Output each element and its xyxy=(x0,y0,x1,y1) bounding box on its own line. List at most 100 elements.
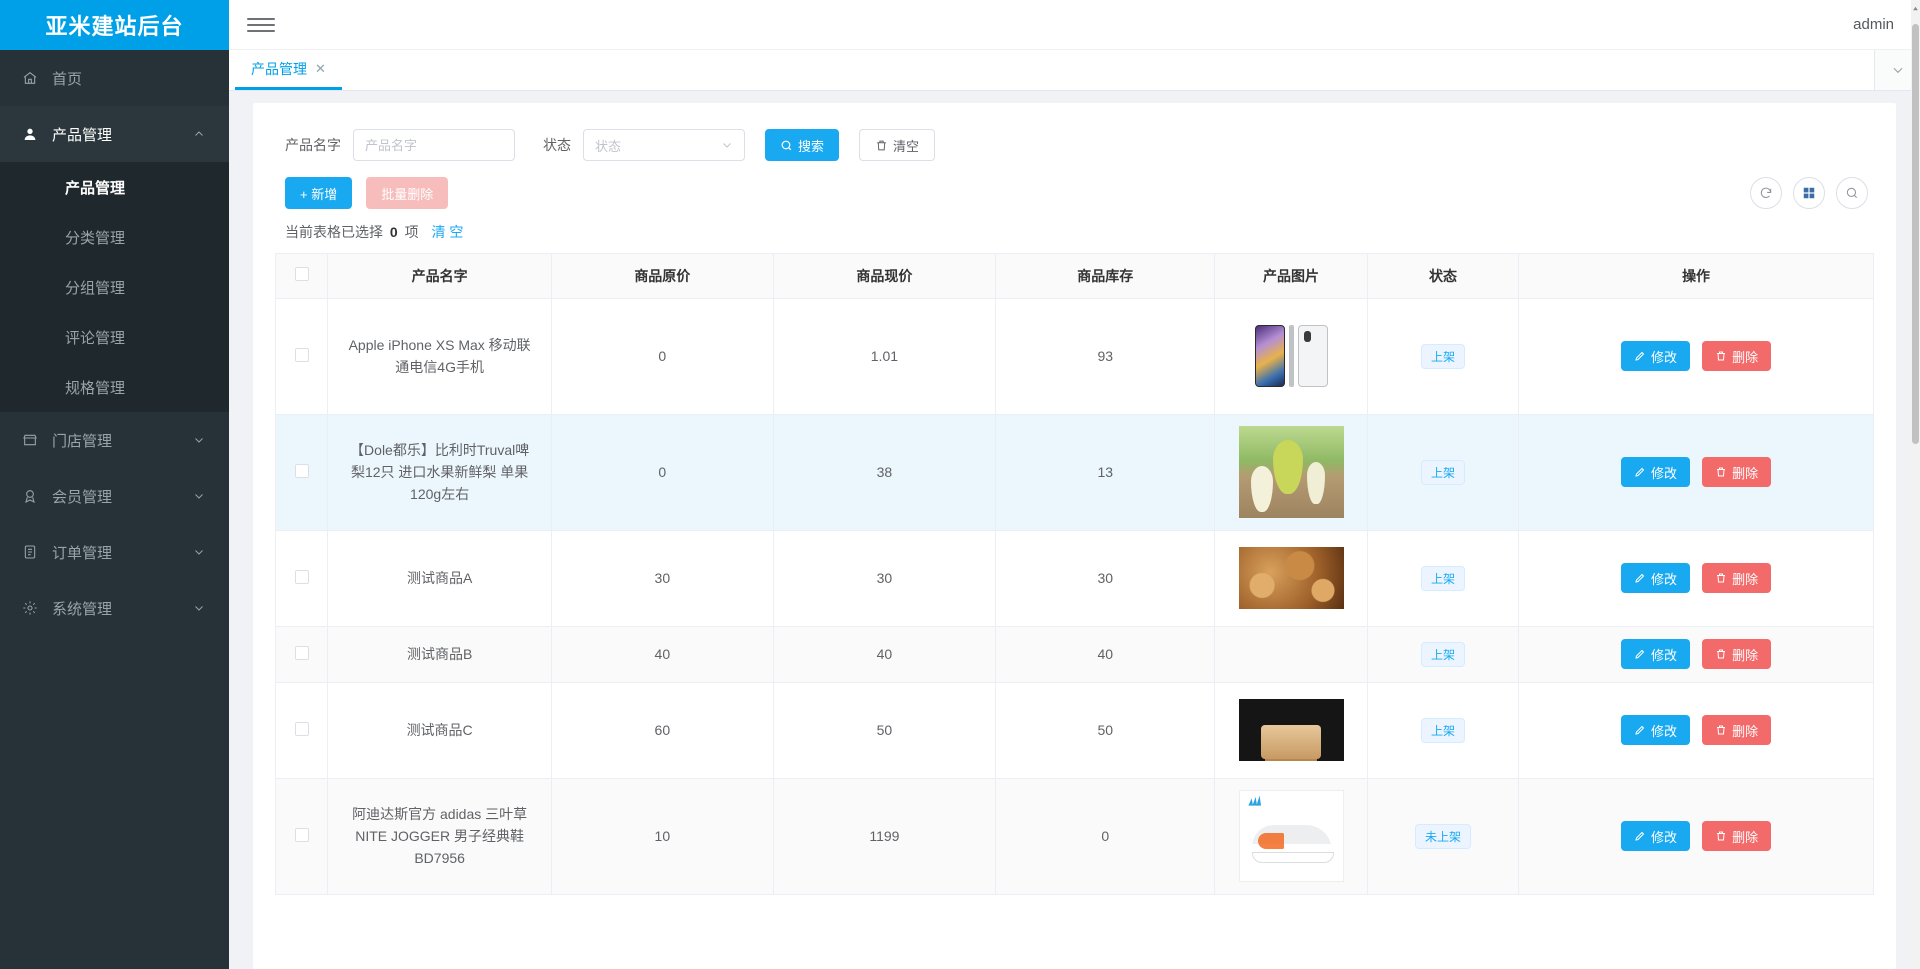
product-name-filter-label: 产品名字 xyxy=(285,137,341,153)
zoom-button[interactable] xyxy=(1836,177,1868,209)
batch-delete-button[interactable]: 批量删除 xyxy=(366,177,449,209)
table-row[interactable]: Apple iPhone XS Max 移动联通电信4G手机 0 1.01 93 xyxy=(276,298,1873,415)
cookies-photo xyxy=(1238,547,1344,609)
edit-button-label: 修改 xyxy=(1651,647,1678,663)
row-checkbox[interactable] xyxy=(294,347,309,362)
scroll-up-arrow[interactable] xyxy=(1911,0,1920,16)
adidas-shoe-photo xyxy=(1238,790,1344,882)
hamburger-icon[interactable] xyxy=(247,17,275,32)
sidebar-item-member[interactable]: 会员管理 xyxy=(0,468,229,524)
sidebar-item-product-manage[interactable]: 产品管理 xyxy=(0,162,229,212)
selection-prefix: 当前表格已选择 xyxy=(285,224,383,240)
sidebar-subitem-label: 分组管理 xyxy=(65,279,126,297)
table-row[interactable]: 阿迪达斯官方 adidas 三叶草 NITE JOGGER 男子经典鞋BD795… xyxy=(276,778,1873,895)
action-left-group: + 新增 批量删除 xyxy=(285,177,449,209)
row-select-cell xyxy=(276,530,329,627)
pencil-icon xyxy=(1635,725,1645,735)
delete-button-label: 删除 xyxy=(1732,723,1759,739)
edit-button[interactable]: 修改 xyxy=(1621,341,1691,371)
search-button-label: 搜索 xyxy=(798,138,825,154)
column-header-operations: 操作 xyxy=(1518,254,1873,299)
delete-button[interactable]: 删除 xyxy=(1702,821,1772,851)
table-row[interactable]: 【Dole都乐】比利时Truval啤梨12只 进口水果新鲜梨 单果120g左右 … xyxy=(276,414,1873,531)
product-name-input[interactable] xyxy=(353,129,515,161)
sidebar-item-store[interactable]: 门店管理 xyxy=(0,412,229,468)
sidebar-item-home[interactable]: 首页 xyxy=(0,50,229,106)
product-panel: 产品名字 状态 状态 搜索 清空 xyxy=(253,103,1896,969)
product-name-text: 阿迪达斯官方 adidas 三叶草 NITE JOGGER 男子经典鞋BD795… xyxy=(352,806,528,866)
user-menu[interactable]: admin xyxy=(1853,16,1894,33)
row-checkbox[interactable] xyxy=(294,569,309,584)
delete-button[interactable]: 删除 xyxy=(1702,457,1772,487)
table-row[interactable]: 测试商品B 40 40 40 上架 xyxy=(276,626,1873,683)
sidebar-item-label: 订单管理 xyxy=(52,544,113,562)
delete-button[interactable]: 删除 xyxy=(1702,715,1772,745)
cell-operations: 修改 删除 xyxy=(1518,414,1873,531)
edit-button-label: 修改 xyxy=(1651,349,1678,365)
page-scrollbar[interactable] xyxy=(1911,0,1920,969)
row-checkbox[interactable] xyxy=(294,645,309,660)
clear-button[interactable]: 清空 xyxy=(859,129,936,161)
cell-image xyxy=(1214,530,1368,627)
sidebar-item-comment-manage[interactable]: 评论管理 xyxy=(0,312,229,362)
table-head: 产品名字 商品原价 商品现价 商品库存 产品图片 状态 操作 xyxy=(276,254,1873,299)
sidebar-item-spec-manage[interactable]: 规格管理 xyxy=(0,362,229,412)
edit-button-label: 修改 xyxy=(1651,465,1678,481)
column-header-image: 产品图片 xyxy=(1214,254,1368,299)
edit-button[interactable]: 修改 xyxy=(1621,821,1691,851)
sidebar-item-system[interactable]: 系统管理 xyxy=(0,580,229,636)
caret-up-icon xyxy=(1913,6,1918,10)
table-row[interactable]: 测试商品C 60 50 50 上架 xyxy=(276,682,1873,779)
tab-bar: 产品管理 ✕ xyxy=(229,50,1920,91)
cell-stock: 13 xyxy=(995,414,1216,531)
row-select-cell xyxy=(276,414,329,531)
search-button[interactable]: 搜索 xyxy=(765,129,840,161)
delete-button[interactable]: 删除 xyxy=(1702,341,1772,371)
edit-button[interactable]: 修改 xyxy=(1621,563,1691,593)
row-checkbox[interactable] xyxy=(294,463,309,478)
product-table: 产品名字 商品原价 商品现价 商品库存 产品图片 状态 操作 xyxy=(275,253,1874,895)
delete-button[interactable]: 删除 xyxy=(1702,563,1772,593)
status-badge: 上架 xyxy=(1420,565,1465,591)
cell-image xyxy=(1214,298,1368,415)
edit-button[interactable]: 修改 xyxy=(1621,639,1691,669)
trash-icon xyxy=(1717,351,1726,361)
row-checkbox[interactable] xyxy=(294,721,309,736)
cell-status: 上架 xyxy=(1367,298,1520,415)
main-area: admin 产品管理 ✕ 产品名字 状态 状态 xyxy=(229,0,1920,969)
home-icon xyxy=(22,70,48,86)
sidebar-item-group-manage[interactable]: 分组管理 xyxy=(0,262,229,312)
cell-product-name: 测试商品A xyxy=(327,530,553,627)
product-name-text: 【Dole都乐】比利时Truval啤梨12只 进口水果新鲜梨 单果120g左右 xyxy=(350,442,530,502)
delete-button-label: 删除 xyxy=(1732,349,1759,365)
columns-button[interactable] xyxy=(1793,177,1825,209)
clear-selection-link[interactable]: 清 空 xyxy=(431,224,464,240)
edit-button[interactable]: 修改 xyxy=(1621,457,1691,487)
delete-button[interactable]: 删除 xyxy=(1702,639,1772,669)
row-checkbox[interactable] xyxy=(294,827,309,842)
status-select[interactable]: 状态 xyxy=(583,129,745,161)
select-all-header xyxy=(276,254,329,299)
close-icon[interactable]: ✕ xyxy=(315,60,326,76)
sidebar-item-product[interactable]: 产品管理 xyxy=(0,106,229,162)
add-button[interactable]: + 新增 xyxy=(285,177,353,209)
tab-product-manage[interactable]: 产品管理 ✕ xyxy=(235,50,342,90)
cell-original-price: 30 xyxy=(551,530,774,627)
column-header-current-price: 商品现价 xyxy=(773,254,997,299)
cell-product-name: Apple iPhone XS Max 移动联通电信4G手机 xyxy=(327,298,553,415)
cell-original-price: 40 xyxy=(551,626,774,683)
chevron-down-icon xyxy=(191,602,207,614)
cell-status: 上架 xyxy=(1367,530,1520,627)
delete-button-label: 删除 xyxy=(1732,829,1759,845)
cell-product-name: 【Dole都乐】比利时Truval啤梨12只 进口水果新鲜梨 单果120g左右 xyxy=(327,414,553,531)
cell-current-price: 40 xyxy=(773,626,997,683)
scrollbar-thumb[interactable] xyxy=(1912,24,1919,444)
edit-button[interactable]: 修改 xyxy=(1621,715,1691,745)
sidebar-item-order[interactable]: 订单管理 xyxy=(0,524,229,580)
cell-stock: 40 xyxy=(995,626,1216,683)
refresh-button[interactable] xyxy=(1750,177,1782,209)
sidebar-item-category-manage[interactable]: 分类管理 xyxy=(0,212,229,262)
select-all-checkbox[interactable] xyxy=(294,267,309,282)
user-icon xyxy=(22,126,48,142)
table-row[interactable]: 测试商品A 30 30 30 上架 xyxy=(276,530,1873,627)
